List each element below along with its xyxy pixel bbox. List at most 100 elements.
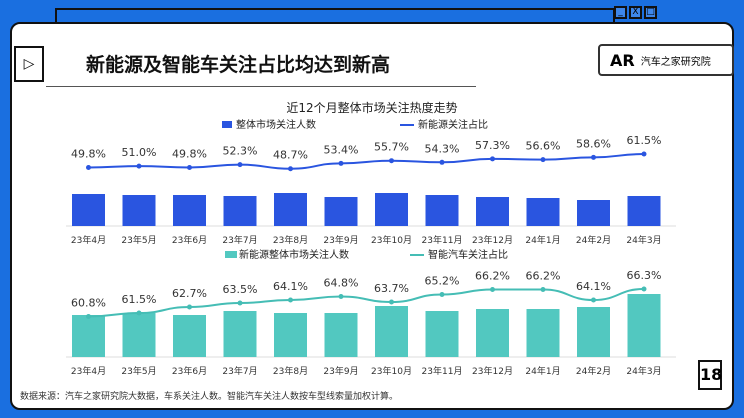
bar <box>324 313 358 357</box>
legend-bar-swatch <box>225 251 237 258</box>
bar <box>375 193 408 226</box>
data-label: 49.8% <box>172 147 207 160</box>
data-label: 64.8% <box>324 277 359 290</box>
series-line <box>88 153 645 170</box>
data-label: 62.7% <box>172 287 207 300</box>
line-point <box>187 164 192 170</box>
line-point <box>540 157 546 163</box>
line-point <box>641 286 647 292</box>
data-label: 61.5% <box>122 293 157 306</box>
data-label: 53.4% <box>324 143 359 156</box>
bar <box>425 311 459 357</box>
data-label: 63.5% <box>223 283 258 296</box>
logo-text: 汽车之家研究院 <box>640 56 711 68</box>
legend-bar-label: 整体市场关注人数 <box>236 118 316 131</box>
data-label: 61.5% <box>627 134 662 147</box>
data-label: 64.1% <box>576 280 611 293</box>
x-tick-label: 23年12月 <box>472 234 513 246</box>
line-point <box>540 287 546 292</box>
x-tick-label: 23年5月 <box>121 365 156 377</box>
x-tick-label: 24年2月 <box>576 234 611 246</box>
data-label: 66.2% <box>526 270 561 283</box>
data-label: 51.0% <box>122 146 157 159</box>
x-tick-label: 24年1月 <box>525 234 560 246</box>
line-point <box>86 164 91 170</box>
bar <box>72 315 105 357</box>
window-buttons: _ X □ <box>614 6 657 19</box>
line-point <box>591 154 596 160</box>
legend-line-label: 新能源关注占比 <box>418 118 488 131</box>
data-label: 54.3% <box>425 142 460 155</box>
data-label: 65.2% <box>425 275 460 288</box>
x-tick-label: 23年6月 <box>172 234 207 246</box>
bar <box>72 194 105 226</box>
bar <box>223 196 257 226</box>
page-title: 新能源及智能车关注占比均达到新高 <box>86 54 391 76</box>
maximize-icon[interactable]: □ <box>644 6 657 19</box>
line-point <box>591 297 596 303</box>
x-tick-label: 23年8月 <box>273 234 308 246</box>
x-tick-label: 24年3月 <box>626 234 661 246</box>
bar <box>627 294 661 357</box>
line-point <box>136 163 142 169</box>
bar <box>526 309 560 357</box>
series-line <box>88 288 645 318</box>
x-tick-label: 24年1月 <box>525 365 560 377</box>
x-tick-label: 23年8月 <box>273 365 308 377</box>
line-point <box>490 156 495 162</box>
bar <box>223 311 257 357</box>
line-point <box>338 160 344 166</box>
bar <box>526 198 560 226</box>
bar <box>627 196 661 226</box>
minimize-icon[interactable]: _ <box>614 6 627 19</box>
bar <box>425 195 459 226</box>
close-icon[interactable]: X <box>629 6 642 19</box>
line-point <box>288 166 293 172</box>
line-point <box>136 310 142 316</box>
title-divider <box>46 86 476 87</box>
chart-title: 近12个月整体市场关注热度走势 <box>286 100 457 115</box>
bar <box>577 307 610 357</box>
line-point <box>86 314 91 319</box>
bar <box>173 195 206 226</box>
data-label: 48.7% <box>273 149 308 162</box>
bar <box>476 197 509 226</box>
data-label: 58.6% <box>576 137 611 150</box>
line-point <box>338 294 344 299</box>
x-tick-label: 23年10月 <box>371 365 412 377</box>
line-point <box>389 158 394 164</box>
data-label: 56.6% <box>526 140 561 153</box>
bar <box>375 306 408 357</box>
x-tick-label: 23年6月 <box>172 365 207 377</box>
data-label: 49.8% <box>71 147 106 160</box>
x-tick-label: 23年9月 <box>323 234 358 246</box>
data-label: 60.8% <box>71 297 106 310</box>
data-label: 52.3% <box>223 145 258 158</box>
bar <box>577 200 610 226</box>
x-tick-label: 23年7月 <box>222 365 257 377</box>
x-tick-label: 23年4月 <box>71 365 106 377</box>
line-point <box>490 287 495 292</box>
data-label: 55.7% <box>374 141 409 154</box>
x-tick-label: 23年11月 <box>422 234 463 246</box>
line-point <box>439 292 445 297</box>
x-tick-label: 23年12月 <box>472 365 513 377</box>
data-label: 64.1% <box>273 280 308 293</box>
x-tick-label: 23年4月 <box>71 234 106 246</box>
bar <box>476 309 509 357</box>
bar <box>324 197 358 226</box>
logo-mark: AR <box>610 50 635 70</box>
legend-line-label: 智能汽车关注占比 <box>428 248 508 261</box>
x-tick-label: 23年11月 <box>422 365 463 377</box>
line-point <box>288 297 293 303</box>
data-label: 57.3% <box>475 139 510 152</box>
page-number: 18 <box>698 360 722 390</box>
x-tick-label: 23年9月 <box>323 365 358 377</box>
line-point <box>641 151 647 157</box>
x-tick-label: 23年10月 <box>371 234 412 246</box>
x-tick-label: 24年2月 <box>576 365 611 377</box>
legend-bar-swatch <box>222 121 232 128</box>
data-label: 63.7% <box>374 282 409 295</box>
bar <box>173 315 206 357</box>
